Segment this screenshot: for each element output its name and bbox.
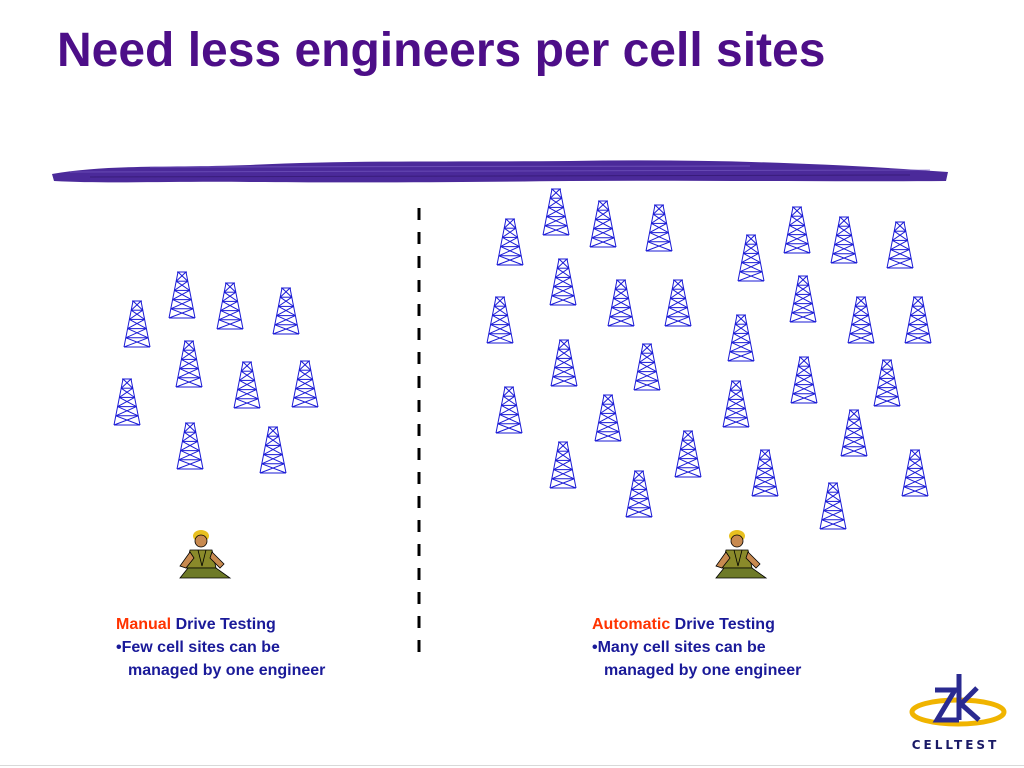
left-heading-rest: Drive Testing: [171, 616, 276, 633]
cell-tower-icon: [751, 449, 779, 497]
cell-tower-icon: [790, 356, 818, 404]
cell-tower-icon: [901, 449, 929, 497]
cell-tower-icon: [486, 296, 514, 344]
cell-tower-icon: [272, 287, 300, 335]
cell-tower-icon: [495, 386, 523, 434]
cell-tower-icon: [830, 216, 858, 264]
cell-tower-icon: [886, 221, 914, 269]
cell-tower-icon: [664, 279, 692, 327]
slide-title: Need less engineers per cell sites: [57, 24, 826, 77]
brush-stroke-divider: [52, 160, 948, 183]
cell-tower-icon: [607, 279, 635, 327]
bottom-rule: [0, 765, 1024, 766]
zk-celltest-logo: CELLTEST: [903, 668, 1008, 758]
left-bullet-line1: •Few cell sites can be: [116, 639, 280, 656]
engineer-icon: [715, 530, 768, 579]
engineer-icon: [179, 530, 232, 579]
cell-tower-icon: [840, 409, 868, 457]
cell-tower-icon: [233, 361, 261, 409]
right-caption: Automatic Drive Testing •Many cell sites…: [592, 613, 801, 682]
cell-tower-icon: [783, 206, 811, 254]
cell-tower-icon: [873, 359, 901, 407]
cell-tower-icon: [727, 314, 755, 362]
cell-tower-icon: [904, 296, 932, 344]
left-caption: Manual Drive Testing •Few cell sites can…: [116, 613, 325, 682]
cell-tower-icon: [589, 200, 617, 248]
right-bullet-line1: •Many cell sites can be: [592, 639, 766, 656]
cell-tower-icon: [216, 282, 244, 330]
cell-tower-icon: [549, 258, 577, 306]
zk-logo-icon: [909, 674, 1007, 727]
cell-tower-icon: [549, 441, 577, 489]
cell-tower-icon: [259, 426, 287, 474]
manual-highlight: Manual: [116, 616, 172, 633]
cell-tower-icon: [175, 340, 203, 388]
right-caption-heading: Automatic Drive Testing: [592, 613, 801, 636]
cell-tower-icon: [594, 394, 622, 442]
cell-tower-icon: [550, 339, 578, 387]
cell-tower-icon: [737, 234, 765, 282]
cell-tower-icon: [722, 380, 750, 428]
right-heading-rest: Drive Testing: [670, 616, 775, 633]
logo-text: CELLTEST: [911, 738, 1000, 752]
cell-tower-icon: [625, 470, 653, 518]
cell-tower-icon: [496, 218, 524, 266]
dashed-divider: [417, 208, 421, 661]
right-bullet-line2: managed by one engineer: [604, 662, 802, 679]
cell-tower-icon: [123, 300, 151, 348]
left-caption-heading: Manual Drive Testing: [116, 613, 325, 636]
cell-tower-icon: [176, 422, 204, 470]
cell-tower-icon: [674, 430, 702, 478]
cell-tower-icon: [819, 482, 847, 530]
cell-tower-icon: [291, 360, 319, 408]
left-bullet-line2: managed by one engineer: [128, 662, 326, 679]
cell-tower-icon: [168, 271, 196, 319]
automatic-highlight: Automatic: [592, 616, 671, 633]
cell-tower-icon: [789, 275, 817, 323]
cell-tower-icon: [847, 296, 875, 344]
cell-tower-icon: [645, 204, 673, 252]
cell-tower-icon: [633, 343, 661, 391]
cell-tower-icon: [113, 378, 141, 426]
cell-tower-icon: [542, 188, 570, 236]
